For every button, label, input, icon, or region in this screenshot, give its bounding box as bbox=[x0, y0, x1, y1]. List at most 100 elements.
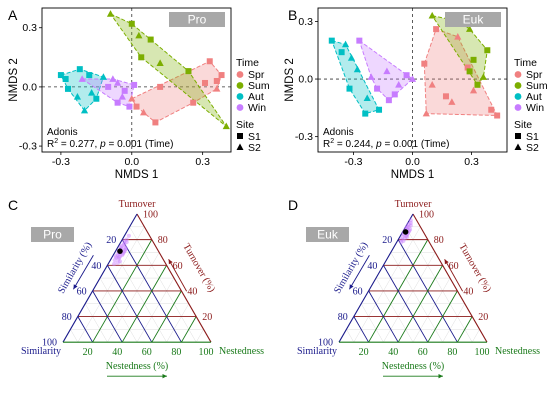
ternary-point-C-16 bbox=[115, 260, 120, 265]
facet-label: Euk bbox=[463, 13, 485, 27]
legend-triangle-icon bbox=[514, 143, 522, 150]
y-tick-label: 0.3 bbox=[22, 22, 37, 34]
legend-label-aut: Aut bbox=[248, 91, 264, 103]
edge-right bbox=[412, 213, 488, 343]
adonis-stat: R2 = 0.244, p = 0.001 (Time) bbox=[323, 138, 449, 150]
similarity-tick: 40 bbox=[91, 261, 101, 272]
y-tick-label: -0.3 bbox=[19, 141, 37, 153]
point-B-11 bbox=[484, 47, 491, 54]
facet-label-box bbox=[31, 227, 74, 242]
turnover-tick: 20 bbox=[202, 312, 212, 323]
panel-letter: C bbox=[8, 197, 18, 213]
grid-similarity bbox=[383, 265, 429, 343]
nestedness-arrow-head bbox=[162, 373, 167, 379]
ternary-point-C-10 bbox=[116, 256, 121, 261]
vertex-label-similarity: Similarity bbox=[21, 346, 61, 357]
nmds-panel-A: A Pro -0.3 0.0 0.3 0.3 0.0 -0.3 NMDS 1 NMDS 2 Adon… bbox=[8, 7, 270, 181]
legend-square-icon bbox=[237, 133, 243, 139]
turnover-arrow-head bbox=[168, 259, 173, 265]
panel-letter: B bbox=[288, 7, 297, 23]
turnover-axis-title: Turnover (%) bbox=[180, 242, 217, 295]
legend-label-sum: Sum bbox=[526, 80, 548, 92]
vertex-label-similarity: Similarity bbox=[297, 346, 337, 357]
grid-minor bbox=[70, 329, 79, 343]
point-A-23 bbox=[64, 85, 71, 92]
similarity-tick: 40 bbox=[367, 261, 377, 272]
ternary-point-C-6 bbox=[115, 252, 120, 258]
similarity-tick: 20 bbox=[382, 235, 392, 246]
point-A-0 bbox=[206, 58, 213, 65]
legend-label-s2: S2 bbox=[248, 142, 261, 154]
grid-minor bbox=[442, 303, 466, 343]
point-A-32 bbox=[114, 99, 121, 106]
grid-minor bbox=[195, 329, 204, 343]
point-A-3 bbox=[202, 79, 209, 86]
point-B-29 bbox=[403, 72, 410, 79]
point-A-6 bbox=[152, 119, 159, 126]
turnover-tick: 60 bbox=[449, 261, 459, 272]
adonis-stat: R2 = 0.277, p = 0.001 (Time) bbox=[47, 138, 173, 150]
x-tick-label: -0.3 bbox=[344, 156, 362, 168]
point-B-26 bbox=[363, 94, 371, 102]
similarity-tick: 80 bbox=[62, 312, 72, 323]
similarity-tick: 80 bbox=[338, 312, 348, 323]
nestedness-tick: 40 bbox=[388, 347, 398, 358]
edge-right bbox=[136, 213, 212, 343]
grid-minor bbox=[107, 252, 160, 343]
point-A-24 bbox=[57, 72, 64, 79]
grid-minor bbox=[383, 252, 436, 343]
ternary-point-D-9 bbox=[404, 233, 409, 238]
facet-label-box bbox=[169, 12, 225, 27]
point-A-27 bbox=[99, 73, 108, 80]
x-tick-label: -0.3 bbox=[52, 156, 70, 168]
point-A-37 bbox=[114, 79, 122, 86]
edge-left bbox=[338, 213, 414, 343]
legend-swatch-sum bbox=[236, 82, 244, 89]
x-tick-label: 0.3 bbox=[464, 156, 479, 168]
ternary-point-D-15 bbox=[402, 236, 407, 241]
point-A-18 bbox=[222, 122, 230, 130]
point-A-14 bbox=[185, 68, 192, 75]
ternary-point-C-25 bbox=[117, 259, 123, 264]
legend-label-win: Win bbox=[248, 102, 266, 114]
legend-label-spr: Spr bbox=[248, 69, 265, 81]
turnover-tick: 80 bbox=[158, 235, 168, 246]
point-B-4 bbox=[494, 112, 501, 119]
point-B-5 bbox=[488, 106, 495, 113]
point-A-31 bbox=[131, 81, 138, 88]
point-A-15 bbox=[106, 10, 115, 17]
ternary-point-D-18 bbox=[407, 227, 413, 232]
grid-minor bbox=[77, 226, 145, 343]
turnover-tick: 60 bbox=[173, 261, 183, 272]
point-B-31 bbox=[385, 97, 392, 104]
grid-similarity bbox=[92, 290, 123, 343]
nestedness-tick: 80 bbox=[171, 347, 181, 358]
ternary-point-C-19 bbox=[123, 247, 128, 252]
point-B-28 bbox=[356, 37, 363, 44]
x-tick-label: 0.0 bbox=[124, 156, 139, 168]
nestedness-tick: 40 bbox=[112, 347, 122, 358]
point-A-13 bbox=[128, 20, 135, 27]
edge-left bbox=[62, 213, 138, 343]
legend-site-title: Site bbox=[236, 119, 254, 131]
point-B-17 bbox=[465, 25, 474, 32]
panel-letter: A bbox=[8, 7, 18, 23]
point-A-28 bbox=[88, 89, 96, 96]
grid-minor bbox=[84, 303, 108, 343]
ternary-point-D-19 bbox=[404, 224, 410, 229]
legend-swatch-sum bbox=[514, 82, 522, 89]
ternary-point-C-22 bbox=[124, 240, 129, 245]
point-B-34 bbox=[383, 67, 391, 75]
legend-label-s2: S2 bbox=[526, 142, 539, 154]
legend-time-title: Time bbox=[236, 57, 259, 69]
grid-similarity bbox=[368, 290, 399, 343]
nestedness-axis-title: Nestedness (%) bbox=[382, 361, 444, 372]
grid-nestedness bbox=[181, 316, 197, 343]
similarity-tick: 60 bbox=[353, 286, 363, 297]
nmds-panel-B: B Euk -0.3 0.0 0.3 0.3 0.0 -0.3 NMDS 1 NMDS 2 Adon… bbox=[284, 7, 548, 181]
legend-label-s1: S1 bbox=[526, 131, 539, 143]
nestedness-tick: 20 bbox=[359, 347, 369, 358]
point-B-10 bbox=[422, 109, 430, 117]
